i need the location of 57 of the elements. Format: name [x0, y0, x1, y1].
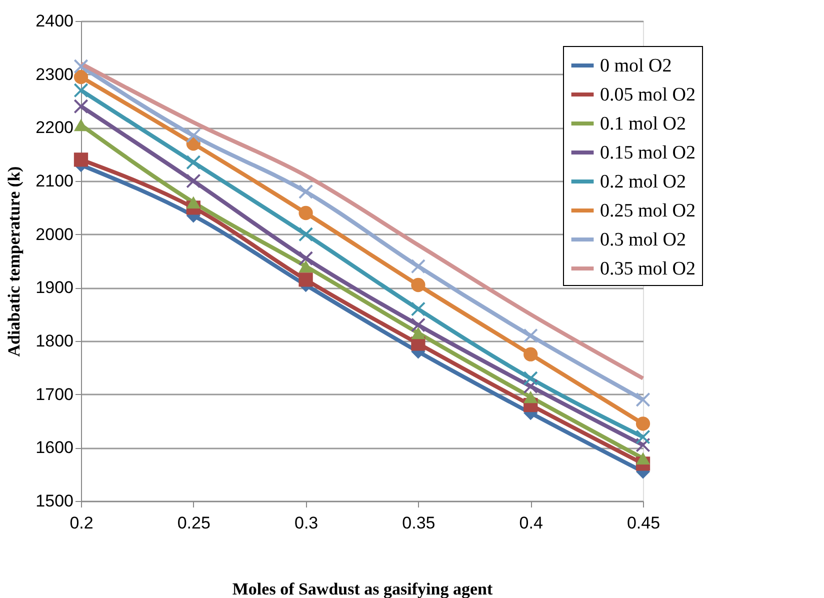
y-tick-label: 2000	[36, 224, 74, 244]
point	[74, 83, 88, 98]
point	[410, 302, 426, 316]
point	[74, 118, 88, 132]
y-tick-label: 2100	[36, 172, 74, 190]
y-tick-label: 1600	[36, 438, 74, 458]
legend-label: 0.35 mol O2	[600, 258, 696, 280]
point	[298, 184, 314, 199]
legend-label: 0.2 mol O2	[600, 172, 686, 192]
legend-label: 0.1 mol O2	[600, 114, 686, 134]
point	[298, 251, 314, 266]
point	[298, 206, 313, 220]
legend-label: 0.15 mol O2	[600, 142, 696, 164]
point	[411, 326, 426, 340]
point	[410, 259, 426, 274]
point	[411, 278, 426, 292]
point	[74, 152, 88, 167]
y-tick-label: 1700	[36, 384, 74, 404]
legend-label: 0.3 mol O2	[600, 230, 686, 250]
point	[186, 128, 201, 143]
point	[636, 430, 650, 444]
point	[410, 318, 426, 332]
point	[186, 155, 201, 170]
point	[524, 390, 538, 404]
y-tick-label: 1500	[36, 492, 74, 510]
x-tick-label: 0.2	[70, 514, 94, 532]
point	[298, 272, 313, 287]
point	[523, 371, 538, 386]
legend-label: 0 mol O2	[600, 56, 672, 76]
point	[636, 438, 650, 452]
y-tick-label: 1800	[36, 332, 74, 350]
point	[636, 392, 650, 407]
y-tick-label: 2200	[36, 118, 74, 138]
x-tick-label: 0.4	[519, 514, 543, 532]
point	[298, 260, 313, 272]
legend-label: 0.25 mol O2	[600, 200, 696, 222]
point	[523, 379, 538, 394]
point	[524, 347, 538, 362]
point	[523, 328, 538, 343]
point	[636, 452, 650, 464]
legend-label: 0.05 mol O2	[600, 84, 696, 106]
point	[186, 174, 201, 188]
y-axis-title: Adiabatic temperature (k)	[4, 166, 24, 357]
point	[74, 70, 88, 84]
point	[636, 416, 650, 431]
point	[74, 99, 88, 114]
y-tick-label: 2300	[36, 64, 74, 84]
y-tick-label: 2400	[36, 12, 74, 30]
x-tick-label: 0.45	[626, 514, 660, 532]
point	[186, 196, 200, 208]
x-tick-label: 0.35	[402, 514, 436, 532]
y-tick-label: 1900	[36, 278, 74, 298]
point	[298, 227, 314, 242]
x-tick-label: 0.25	[177, 514, 210, 532]
point	[74, 59, 88, 74]
x-axis-title: Moles of Sawdust as gasifying agent	[232, 580, 493, 598]
x-tick-label: 0.3	[294, 514, 318, 532]
